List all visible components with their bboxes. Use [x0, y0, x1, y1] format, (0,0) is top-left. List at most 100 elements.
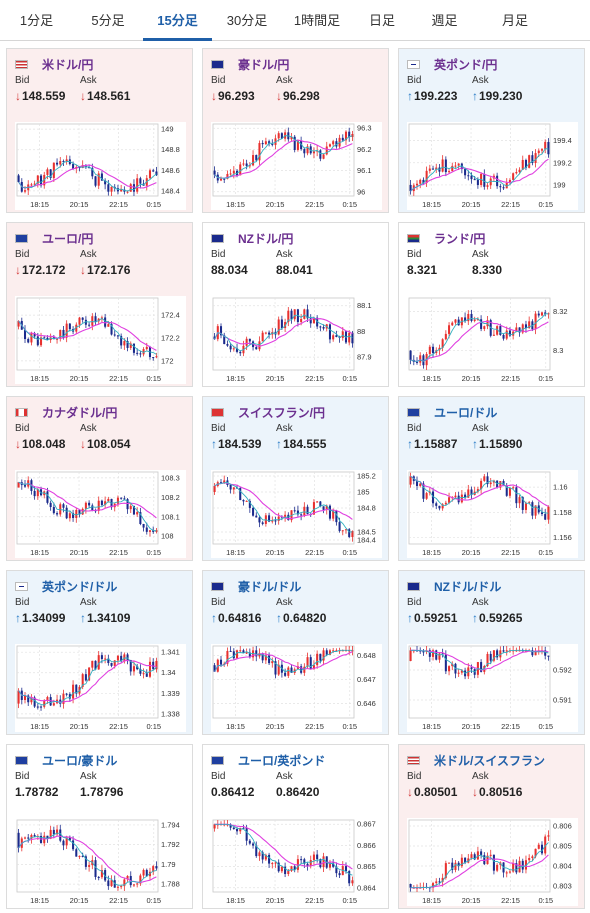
candle-body: [319, 653, 322, 661]
rate-card[interactable]: ユーロ/英ポンド Bid Ask 0.86412 0.86420 18:15 20:15 22…: [202, 744, 389, 909]
candlestick-chart[interactable]: 18:15 20:15 22:15 0:15 0.806 0.805 0.804 0.803: [407, 818, 578, 906]
candle-body: [348, 529, 351, 538]
pair-name[interactable]: 英ポンド/ドル: [42, 579, 118, 594]
candle-body: [91, 316, 94, 326]
bid-label: Bid: [15, 423, 30, 434]
pair-name[interactable]: カナダドル/円: [42, 405, 118, 420]
arrow-down-icon: ↓: [276, 89, 282, 103]
candlestick-chart[interactable]: 18:15 20:15 22:15 0:15 0.592 0.591: [407, 644, 578, 732]
candle-body: [155, 530, 158, 532]
candle-body: [464, 857, 467, 863]
candle-body: [335, 510, 338, 523]
rate-card[interactable]: 豪ドル/ドル Bid Ask ↑0.64816 ↑0.64820 18:15 20:15 22…: [202, 570, 389, 735]
ask-label: Ask: [276, 771, 293, 782]
candle-body: [483, 326, 486, 329]
tab-2[interactable]: 15分足: [143, 0, 212, 41]
candlestick-chart[interactable]: 18:15 20:15 22:15 0:15 172.4 172.2 172: [15, 296, 186, 384]
pair-name[interactable]: 英ポンド/円: [434, 57, 498, 72]
pair-name[interactable]: ユーロ/ドル: [434, 405, 498, 420]
candle-body: [300, 666, 303, 673]
x-tick-label: 22:15: [305, 896, 324, 905]
tab-7[interactable]: 月足: [501, 13, 528, 28]
candle-body: [312, 665, 315, 670]
tab-1[interactable]: 5分足: [91, 13, 125, 28]
candlestick-chart[interactable]: 18:15 20:15 22:15 0:15 1.341 1.34 1.339 1.338: [15, 644, 186, 732]
candle-body: [213, 824, 216, 829]
arrow-down-icon: ↓: [407, 785, 413, 799]
candlestick-chart[interactable]: 18:15 20:15 22:15 0:15 149 148.8 148.6 148.4: [15, 122, 186, 210]
candle-body: [547, 655, 550, 657]
candle-body: [255, 515, 258, 518]
candlestick-chart[interactable]: 18:15 20:15 22:15 0:15 199.4 199.2 199: [407, 122, 578, 210]
bid-label: Bid: [407, 423, 422, 434]
pair-name[interactable]: ユーロ/英ポンド: [238, 753, 326, 768]
pair-name[interactable]: 豪ドル/円: [238, 57, 290, 72]
candle-body: [290, 136, 293, 140]
candle-body: [518, 497, 521, 504]
candle-body: [139, 178, 142, 184]
candle-body: [432, 491, 435, 504]
pair-name[interactable]: 豪ドル/ドル: [238, 579, 302, 594]
tab-4[interactable]: 1時間足: [293, 13, 341, 28]
rate-card[interactable]: 英ポンド/ドル Bid Ask ↑1.34099 ↑1.34109 18:15 20:15 2…: [6, 570, 193, 735]
rate-card[interactable]: ランド/円 Bid Ask 8.321 8.330 18:15 20:15 22:15 0:15…: [398, 222, 585, 387]
x-tick-label: 20:15: [462, 722, 481, 731]
candle-body: [422, 355, 425, 366]
ask-value: 148.561: [87, 89, 131, 103]
candle-body: [415, 183, 419, 186]
candle-body: [110, 324, 113, 335]
candlestick-chart[interactable]: 18:15 20:15 22:15 0:15 108.3 108.2 108.1 108: [15, 470, 186, 558]
rate-card[interactable]: NZドル/円 Bid Ask 88.034 88.041 18:15 20:15 22:15 0…: [202, 222, 389, 387]
rate-card[interactable]: ユーロ/円 Bid Ask ↓172.172 ↓172.176 18:15 20:15 22:…: [6, 222, 193, 387]
candle-body: [483, 476, 486, 481]
candle-body: [328, 144, 331, 147]
candle-body: [242, 650, 245, 654]
candle-body: [43, 835, 46, 844]
candlestick-chart[interactable]: 18:15 20:15 22:15 0:15 1.794 1.792 1.79 1.788: [15, 818, 186, 906]
candle-body: [213, 665, 216, 672]
flag-icon: [407, 581, 420, 591]
candlestick-chart[interactable]: 18:15 20:15 22:15 0:15 0.867 0.866 0.865 0.864: [211, 818, 382, 906]
candle-body: [248, 652, 251, 658]
candle-body: [537, 150, 540, 154]
candlestick-chart[interactable]: 18:15 20:15 22:15 0:15 0.648 0.647 0.646: [211, 644, 382, 732]
candlestick-chart[interactable]: 18:15 20:15 22:15 0:15 185.2 185 184.8 184.5184…: [211, 470, 382, 558]
ask-value: 184.555: [283, 437, 327, 451]
y-tick-label: 172: [161, 356, 174, 365]
rate-card[interactable]: スイスフラン/円 Bid Ask ↑184.539 ↑184.555 18:15 20:15…: [202, 396, 389, 561]
tab-0[interactable]: 1分足: [19, 13, 54, 28]
pair-name[interactable]: スイスフラン/円: [238, 405, 325, 420]
tab-5[interactable]: 日足: [368, 13, 395, 28]
y-tick-label: 184.4: [357, 536, 376, 545]
candlestick-chart[interactable]: 18:15 20:15 22:15 0:15 1.16 1.158 1.156: [407, 470, 578, 558]
pair-name[interactable]: 米ドル/円: [42, 57, 94, 72]
candle-body: [123, 498, 126, 500]
rate-card[interactable]: 米ドル/スイスフラン Bid Ask ↓0.80501 ↓0.80516 18:15 20:…: [398, 744, 585, 909]
rate-card[interactable]: 米ドル/円 Bid Ask ↓148.559 ↓148.561 18:15 20:15 22:…: [6, 48, 193, 213]
candlestick-chart[interactable]: 18:15 20:15 22:15 0:15 96.3 96.2 96.1 96: [211, 122, 382, 210]
candle-body: [441, 159, 444, 172]
candlestick-chart[interactable]: 18:15 20:15 22:15 0:15 8.32 8.3: [407, 296, 578, 384]
rate-card[interactable]: ユーロ/豪ドル Bid Ask 1.78782 1.78796 18:15 20:15 22:…: [6, 744, 193, 909]
candle-body: [72, 684, 75, 699]
pair-name[interactable]: ランド/円: [434, 231, 486, 246]
pair-name[interactable]: NZドル/円: [238, 231, 294, 246]
ask-label: Ask: [472, 423, 489, 434]
tab-3[interactable]: 30分足: [226, 13, 268, 28]
rate-card[interactable]: カナダドル/円 Bid Ask ↓108.048 ↓108.054 18:15 20:15 2…: [6, 396, 193, 561]
candlestick-chart[interactable]: 18:15 20:15 22:15 0:15 88.1 88 87.9: [211, 296, 382, 384]
pair-name[interactable]: ユーロ/豪ドル: [42, 753, 118, 768]
flag-icon: [15, 233, 28, 243]
pair-name[interactable]: ユーロ/円: [42, 231, 94, 246]
candle-body: [223, 335, 226, 345]
rate-card[interactable]: ユーロ/ドル Bid Ask ↑1.15887 ↑1.15890 18:15 20:15 22…: [398, 396, 585, 561]
pair-name[interactable]: NZドル/ドル: [434, 579, 502, 594]
candle-body: [428, 650, 431, 657]
moving-average-long: [18, 320, 157, 351]
rate-card[interactable]: 英ポンド/円 Bid Ask ↑199.223 ↑199.230 18:15 20:15 22…: [398, 48, 585, 213]
pair-name[interactable]: 米ドル/スイスフラン: [434, 753, 545, 768]
rate-card[interactable]: NZドル/ドル Bid Ask ↑0.59251 ↑0.59265 18:15 20:15 2…: [398, 570, 585, 735]
y-tick-label: 8.32: [553, 307, 568, 316]
rate-card[interactable]: 豪ドル/円 Bid Ask ↓96.293 ↓96.298 18:15 20:15 22:15…: [202, 48, 389, 213]
tab-6[interactable]: 週足: [431, 13, 458, 28]
